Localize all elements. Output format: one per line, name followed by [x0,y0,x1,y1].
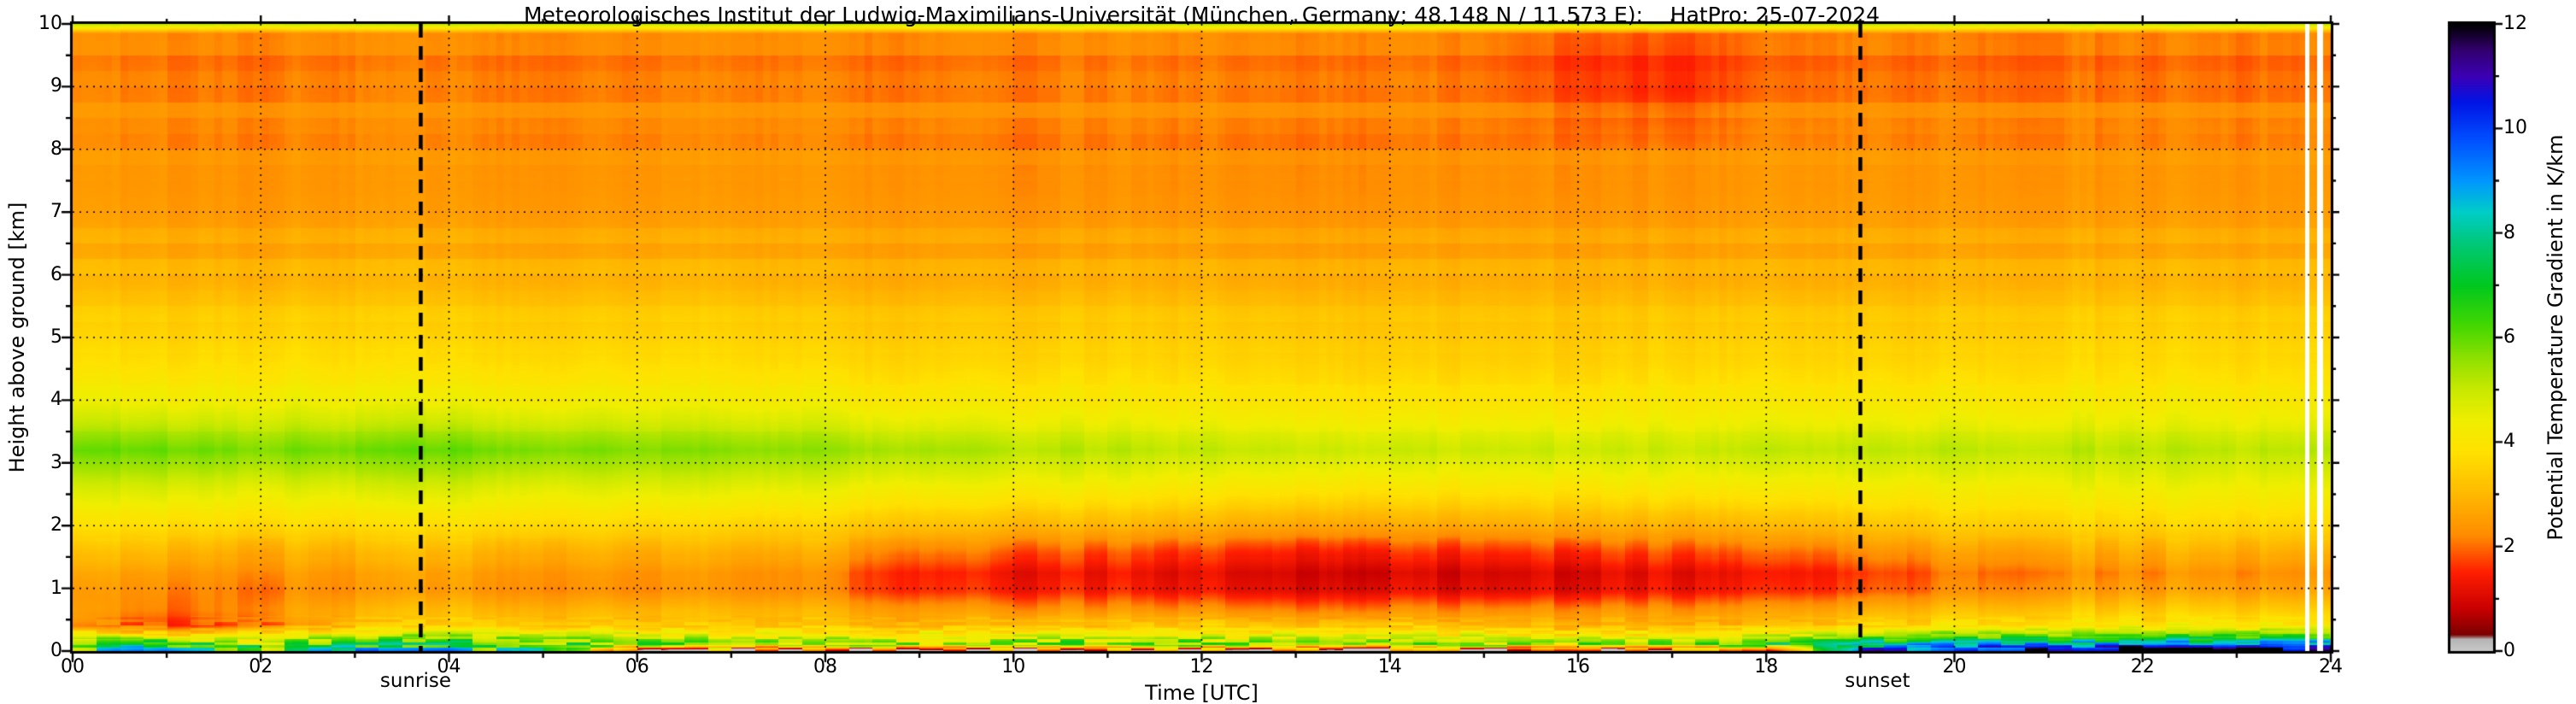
colorbar-tick-label: 4 [2503,431,2515,453]
x-tick-label: 02 [249,656,273,678]
colorbar-tick-label: 6 [2503,326,2515,348]
y-tick-label: 8 [50,138,62,160]
colorbar-tick-label: 0 [2503,640,2515,661]
x-tick-label: 10 [1001,656,1026,678]
x-tick-label: 22 [2130,656,2155,678]
x-tick-label: 04 [437,656,461,678]
colorbar-label: Potential Temperature Gradient in K/km [2544,134,2567,541]
y-tick-label: 0 [50,640,62,661]
x-tick-label: 20 [1942,656,1967,678]
x-tick-label: 24 [2319,656,2343,678]
y-tick-label: 7 [50,201,62,223]
chart-title: Meteorologisches Institut der Ludwig-Max… [523,3,1881,27]
colorbar-tick-label: 2 [2503,535,2515,557]
colorbar-tick-label: 10 [2503,117,2527,139]
y-tick-label: 6 [50,263,62,285]
x-tick-label: 14 [1377,656,1402,678]
y-tick-label: 2 [50,514,62,537]
x-tick-label: 00 [61,656,85,678]
y-tick-label: 5 [50,326,62,348]
x-tick-label: 08 [813,656,837,678]
colorbar-tick-label: 12 [2503,13,2527,34]
colorbar-tick-label: 8 [2503,221,2515,243]
x-axis-label: Time [UTC] [1145,681,1259,704]
x-tick-label: 06 [625,656,649,678]
y-tick-label: 10 [38,13,62,34]
x-tick-label: 12 [1189,656,1214,678]
y-tick-label: 3 [50,451,62,473]
y-tick-label: 4 [50,389,62,411]
sunrise-annotation-label: sunrise [379,670,452,692]
sunset-annotation-label: sunset [1845,670,1910,692]
y-tick-label: 9 [50,75,62,97]
y-tick-label: 1 [50,577,62,599]
x-tick-label: 18 [1754,656,1779,678]
x-tick-label: 16 [1566,656,1590,678]
